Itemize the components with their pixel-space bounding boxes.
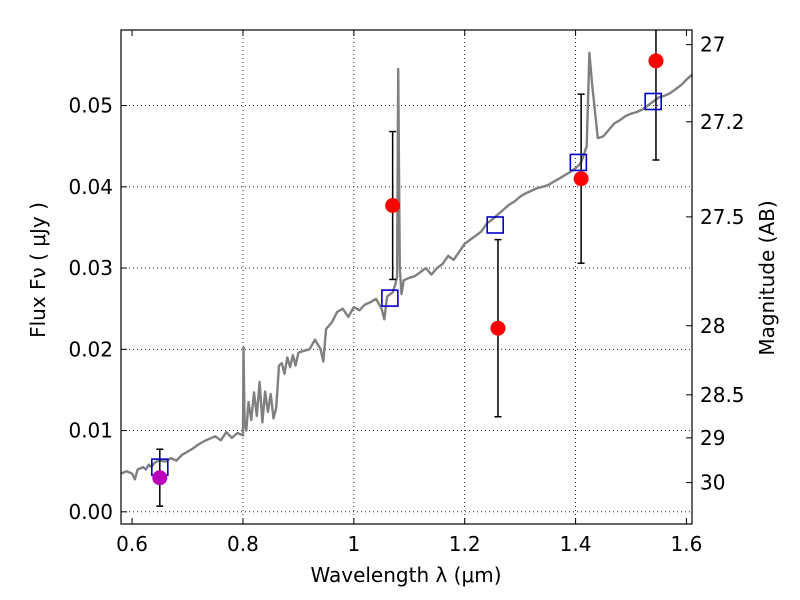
- plot-area: [120, 30, 693, 507]
- y-tick-label: 0.02: [68, 337, 113, 361]
- x-tick-label: 1.2: [449, 532, 481, 556]
- x-axis-label: Wavelength λ (μm): [310, 563, 501, 587]
- x-tick-label: 0.6: [116, 532, 148, 556]
- observed-flux-point: [648, 53, 664, 69]
- y-tick-label: 0.04: [68, 175, 113, 199]
- y-tick-label: 0.03: [68, 256, 113, 280]
- optical-flux-point: [152, 470, 168, 486]
- y-axis-label: Flux Fν ( μJy ): [26, 202, 50, 338]
- y2-tick-label: 27.2: [700, 110, 745, 134]
- x-tick-label: 1.6: [671, 532, 703, 556]
- model-photometry-square: [381, 289, 399, 307]
- model-photometry-square: [569, 153, 588, 172]
- x-tick-label: 1.4: [560, 532, 592, 556]
- model-photometry-square: [644, 92, 662, 111]
- y2-tick-label: 28.5: [700, 383, 745, 407]
- y2-tick-label: 30: [700, 471, 725, 495]
- observed-flux-point: [490, 320, 506, 336]
- axis-ticks: 0.6 0.8 1 1.2 1.4 1.6 0.00 0.01 0.02 0.03 0.04 0.05…: [68, 30, 745, 556]
- x-tick-label: 0.8: [227, 532, 259, 556]
- y-tick-label: 0.05: [68, 94, 113, 118]
- error-bar: [652, 30, 660, 161]
- y2-tick-label: 27.5: [700, 205, 745, 229]
- model-spectrum-line: [120, 51, 693, 481]
- y-tick-label: 0.01: [68, 419, 113, 443]
- y-tick-label: 0.00: [68, 500, 113, 524]
- x-tick-label: 1: [347, 532, 360, 556]
- observed-flux-point: [573, 171, 589, 187]
- y2-axis-label: Magnitude (AB): [755, 200, 779, 355]
- observed-flux-point: [385, 198, 401, 213]
- model-photometry-square: [486, 216, 504, 234]
- y2-tick-label: 29: [700, 426, 725, 450]
- axes-frame: [120, 29, 693, 525]
- y2-tick-label: 27: [700, 33, 725, 57]
- y2-tick-label: 28: [700, 314, 725, 338]
